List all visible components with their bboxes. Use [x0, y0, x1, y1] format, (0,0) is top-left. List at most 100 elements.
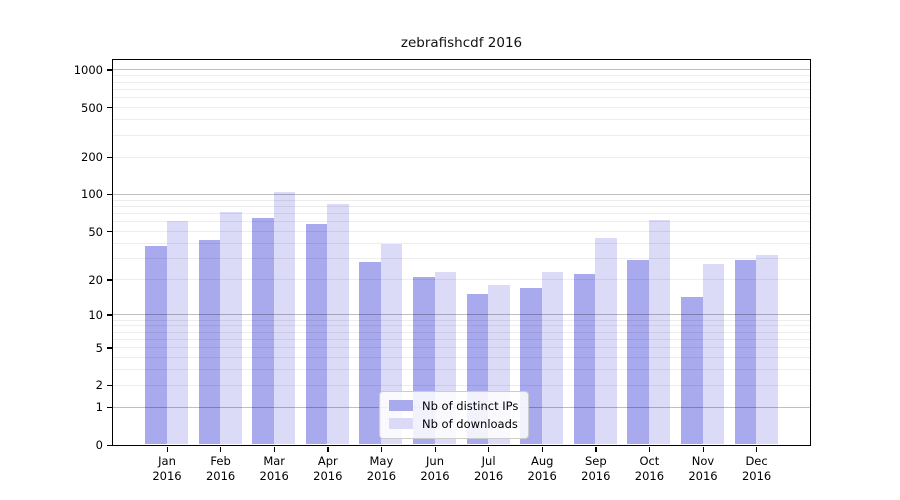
x-tick-month: Apr — [317, 454, 338, 468]
x-tick-year: 2016 — [527, 469, 557, 483]
x-tick-month: Nov — [691, 454, 715, 468]
x-axis-tick-mark — [166, 446, 168, 452]
x-axis-tick-label: Feb 2016 — [189, 454, 253, 484]
minor-gridline — [112, 81, 810, 83]
x-tick-year: 2016 — [259, 469, 289, 483]
bar-distinct-ips — [305, 224, 328, 445]
x-tick-month: Jun — [426, 454, 444, 468]
x-tick-month: Aug — [530, 454, 554, 468]
bar-downloads — [273, 191, 296, 445]
legend-label-distinct-ips: Nb of distinct IPs — [422, 398, 519, 413]
x-tick-year: 2016 — [313, 469, 343, 483]
legend-item-downloads: Nb of downloads — [389, 416, 518, 431]
x-axis-tick-mark — [380, 446, 383, 452]
major-gridline — [112, 69, 810, 71]
minor-gridline — [112, 338, 810, 340]
y-axis-tick-mark — [107, 156, 112, 158]
x-tick-year: 2016 — [634, 469, 665, 483]
x-axis-tick-mark — [648, 446, 651, 452]
x-axis-tick-mark — [595, 446, 597, 452]
y-axis-tick-label: 1 — [95, 400, 103, 415]
minor-gridline — [112, 88, 810, 90]
x-axis-tick-mark — [327, 446, 329, 452]
minor-gridline — [112, 213, 810, 215]
minor-gridline — [112, 231, 810, 233]
x-tick-year: 2016 — [688, 469, 718, 483]
minor-gridline — [112, 119, 810, 121]
bar-distinct-ips — [627, 259, 649, 445]
x-axis-tick-label: Dec 2016 — [725, 454, 789, 484]
x-tick-month: Mar — [263, 454, 286, 468]
y-axis-tick-mark — [107, 69, 112, 71]
x-tick-year: 2016 — [741, 469, 772, 483]
x-axis-tick-label: Apr 2016 — [296, 454, 360, 484]
x-tick-month: Sep — [584, 454, 607, 468]
major-gridline — [112, 193, 810, 195]
x-tick-month: May — [369, 454, 394, 468]
bar-distinct-ips — [198, 240, 221, 445]
bar-distinct-ips — [359, 261, 381, 445]
minor-gridline — [112, 384, 810, 386]
y-axis-tick-mark — [107, 444, 112, 446]
bar-distinct-ips — [681, 297, 703, 445]
x-tick-month: Jul — [481, 454, 496, 468]
minor-gridline — [112, 221, 810, 223]
minor-gridline — [112, 325, 810, 327]
legend-swatch-distinct-ips — [389, 400, 413, 411]
x-tick-month: Jan — [158, 454, 176, 468]
bar-distinct-ips — [734, 259, 757, 445]
minor-gridline — [112, 134, 810, 136]
y-axis-tick-label: 1000 — [73, 62, 103, 77]
y-axis-tick-mark — [107, 107, 112, 109]
x-tick-year: 2016 — [420, 469, 450, 483]
bar-distinct-ips — [252, 217, 274, 445]
y-axis-tick-mark — [107, 406, 112, 409]
y-axis-tick-mark — [107, 231, 112, 233]
x-axis-tick-mark — [756, 446, 758, 452]
x-axis-tick-label: Jun 2016 — [403, 454, 467, 484]
x-axis-tick-label: Mar 2016 — [242, 454, 306, 484]
y-axis-tick-mark — [107, 193, 112, 196]
legend-item-distinct-ips: Nb of distinct IPs — [389, 398, 518, 413]
minor-gridline — [112, 107, 810, 109]
x-axis-tick-mark — [541, 446, 543, 452]
y-axis-tick-label: 2 — [95, 378, 103, 393]
bar-downloads — [648, 219, 671, 445]
y-axis-tick-label: 0 — [95, 438, 103, 452]
minor-gridline — [112, 97, 810, 99]
x-tick-year: 2016 — [366, 469, 397, 483]
x-tick-year: 2016 — [205, 469, 236, 483]
y-axis-tick-label: 50 — [88, 224, 103, 239]
minor-gridline — [112, 205, 810, 207]
x-axis-tick-mark — [273, 446, 275, 452]
y-axis-tick-label: 5 — [95, 340, 103, 355]
x-tick-month: Oct — [639, 454, 660, 468]
x-tick-year: 2016 — [152, 469, 182, 483]
x-tick-year: 2016 — [581, 469, 611, 483]
minor-gridline — [112, 279, 810, 281]
x-axis-tick-mark — [220, 446, 222, 452]
bar-downloads — [220, 211, 242, 445]
bar-distinct-ips — [145, 245, 167, 445]
y-axis-tick-label: 20 — [88, 272, 103, 287]
chart-title: zebrafishcdf 2016 — [400, 35, 523, 51]
bar-downloads — [756, 254, 778, 445]
minor-gridline — [112, 347, 810, 349]
minor-gridline — [112, 331, 810, 333]
minor-gridline — [112, 357, 810, 359]
x-axis-tick-label: Sep 2016 — [564, 454, 628, 484]
bar-distinct-ips — [573, 274, 596, 445]
x-tick-year: 2016 — [473, 469, 504, 483]
minor-gridline — [112, 75, 810, 77]
grid-layer — [112, 60, 810, 445]
x-axis-tick-mark — [488, 446, 490, 452]
y-axis-tick-mark — [107, 347, 112, 349]
x-axis-tick-label: Jul 2016 — [457, 454, 521, 484]
y-axis-tick-label: 500 — [81, 100, 103, 115]
x-axis-tick-label: May 2016 — [349, 454, 413, 484]
major-gridline — [112, 314, 810, 316]
y-axis-tick-label: 10 — [88, 307, 103, 322]
x-axis-tick-label: Nov 2016 — [671, 454, 735, 484]
minor-gridline — [112, 156, 810, 158]
